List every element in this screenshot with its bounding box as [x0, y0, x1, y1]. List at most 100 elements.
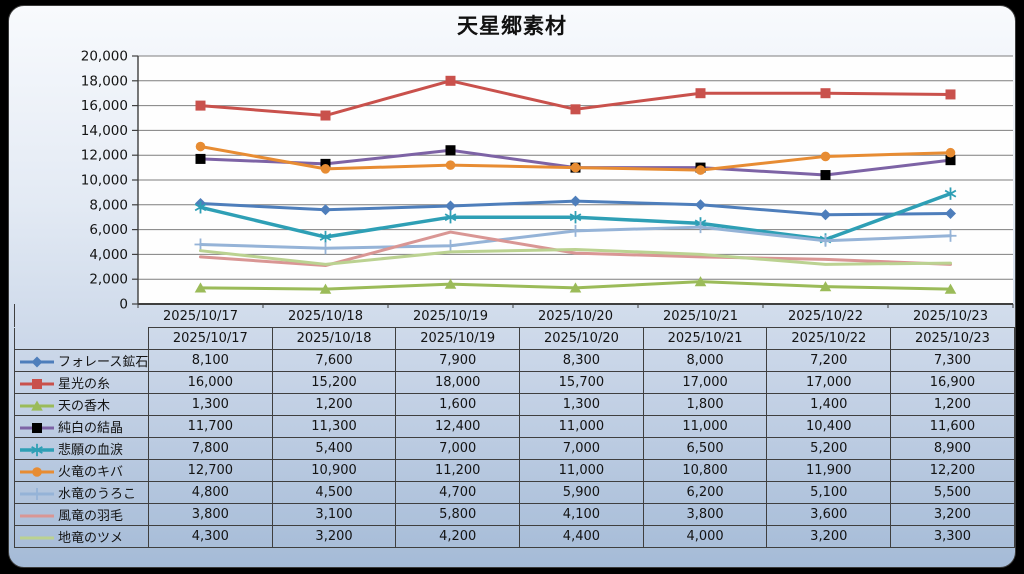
table-value-cell: 16,900 [890, 371, 1015, 394]
marker-square-icon [820, 170, 831, 181]
table-value-cell: 5,500 [890, 481, 1015, 504]
marker-square-icon [195, 153, 206, 164]
marker-plus-icon [444, 239, 457, 252]
table-value-cell: 3,200 [766, 525, 892, 548]
marker-circle-icon [570, 162, 581, 173]
table-value-cell: 11,000 [519, 415, 644, 438]
marker-square-icon [945, 155, 956, 166]
y-axis-tick-label: 16,000 [81, 98, 128, 114]
table-value-cell: 7,000 [519, 437, 644, 460]
marker-diamond-icon [31, 356, 43, 368]
table-value-cell: 7,600 [271, 349, 397, 372]
marker-square-icon [695, 88, 706, 99]
legend-key-icon [20, 467, 54, 477]
marker-square-icon [570, 104, 581, 115]
table-row: 水竜のうろこ 4,800 4,500 4,700 5,900 6,200 5,100 5,50… [14, 481, 1015, 504]
table-value-cell: 15,200 [271, 371, 397, 394]
table-value-cell: 12,200 [890, 459, 1015, 482]
marker-triangle-icon [444, 278, 457, 289]
table-row: 純白の結晶 11,700 11,300 12,400 11,000 11,000 10,40… [14, 415, 1015, 438]
series-name-cell: 水竜のうろこ [14, 481, 149, 504]
table-value-cell: 11,900 [766, 459, 892, 482]
marker-asterisk-icon [694, 217, 707, 230]
marker-spoke [319, 233, 332, 241]
series-line-4 [198, 191, 953, 242]
series-name-label: 火竜のキバ [58, 465, 124, 480]
y-axis-tick-label: 10,000 [81, 173, 128, 189]
marker-spoke [319, 233, 332, 241]
table-value-cell: 5,200 [766, 437, 892, 460]
marker-plus-icon [569, 224, 582, 237]
marker-square-icon [320, 110, 331, 121]
marker-circle-icon [32, 467, 42, 477]
page-title: 天星郷素材 [457, 14, 567, 38]
table-value-cell: 4,500 [271, 481, 397, 504]
table-row: 天の香木 1,300 1,200 1,600 1,300 1,800 1,400 1,200 [14, 393, 1015, 416]
marker-circle-icon [445, 160, 456, 170]
series-name-cell: 悲願の血涙 [14, 437, 149, 460]
marker-plus-icon [944, 229, 957, 242]
table-value-cell: 3,100 [271, 503, 397, 526]
y-axis-tick-label: 4,000 [89, 247, 128, 263]
table-value-cell: 10,900 [271, 459, 397, 482]
marker-diamond-icon [945, 207, 956, 219]
marker-triangle-icon [819, 281, 832, 292]
table-value-cell: 7,900 [395, 349, 521, 372]
marker-plus-icon [819, 234, 832, 247]
table-date-header-cell: 2025/10/17 [148, 327, 273, 350]
table-row: 火竜のキバ 12,700 10,900 11,200 11,000 10,800 11,90… [14, 459, 1015, 482]
marker-plus-icon [694, 221, 707, 234]
table-value-cell: 5,100 [766, 481, 892, 504]
series-name-cell: 純白の結晶 [14, 415, 149, 438]
legend-key-icon [20, 488, 54, 500]
y-axis-tick-label: 18,000 [81, 73, 128, 89]
marker-square-icon [195, 100, 206, 111]
table-value-cell: 11,700 [148, 415, 273, 438]
table-value-cell: 1,400 [766, 393, 892, 416]
table-value-cell: 5,900 [519, 481, 644, 504]
table-value-cell: 18,000 [395, 371, 521, 394]
table-value-cell: 4,800 [148, 481, 273, 504]
series-name-cell: 風竜の羽毛 [14, 503, 149, 526]
series-name-label: 悲願の血涙 [58, 443, 124, 458]
marker-asterisk-icon [319, 230, 332, 244]
series-name-label: 天の香木 [58, 399, 111, 414]
marker-spoke [569, 213, 582, 222]
marker-square-icon [570, 162, 581, 173]
table-value-cell: 11,000 [642, 415, 768, 438]
marker-square-icon [32, 379, 42, 389]
table-date-header-cell: 2025/10/22 [766, 327, 892, 350]
series-line-0 [199, 199, 952, 217]
series-line-5 [199, 145, 952, 172]
table-value-cell: 11,200 [395, 459, 521, 482]
table-value-cell: 8,900 [890, 437, 1015, 460]
table-value-cell: 8,300 [519, 349, 644, 372]
table-value-cell: 10,800 [642, 459, 768, 482]
table-date-header-cell: 2025/10/19 [395, 327, 521, 350]
table-value-cell: 4,700 [395, 481, 521, 504]
marker-spoke [444, 213, 457, 222]
series-name-cell: 地竜のツメ [14, 525, 149, 548]
table-value-cell: 1,300 [519, 393, 644, 416]
table-value-cell: 4,000 [642, 525, 768, 548]
table-date-header-cell: 2025/10/23 [890, 327, 1015, 350]
table-value-cell: 12,400 [395, 415, 521, 438]
chart-object[interactable]: 天星郷素材 0 2,000 4,000 6,000 8,000 10,000 12,000 1… [8, 5, 1016, 568]
y-axis-tick-label: 6,000 [89, 222, 128, 238]
table-value-cell: 6,200 [642, 481, 768, 504]
legend-key-icon [20, 423, 54, 433]
marker-asterisk-icon [944, 187, 957, 200]
table-value-cell: 17,000 [766, 371, 892, 394]
table-value-cell: 7,800 [148, 437, 273, 460]
marker-triangle-icon [194, 282, 207, 293]
series-name-cell: 火竜のキバ [14, 459, 149, 482]
marker-asterisk-icon [819, 233, 832, 246]
legend-key-icon [20, 443, 54, 457]
marker-square-icon [445, 75, 456, 86]
series-name-label: フォレース鉱石 [58, 355, 149, 370]
table-date-header-cell: 2025/10/20 [519, 327, 644, 350]
marker-spoke [819, 235, 832, 244]
table-row: 風竜の羽毛 3,800 3,100 5,800 4,100 3,800 3,600 3,200 [14, 503, 1015, 526]
marker-circle-icon [195, 141, 206, 152]
marker-diamond-icon [320, 204, 331, 216]
